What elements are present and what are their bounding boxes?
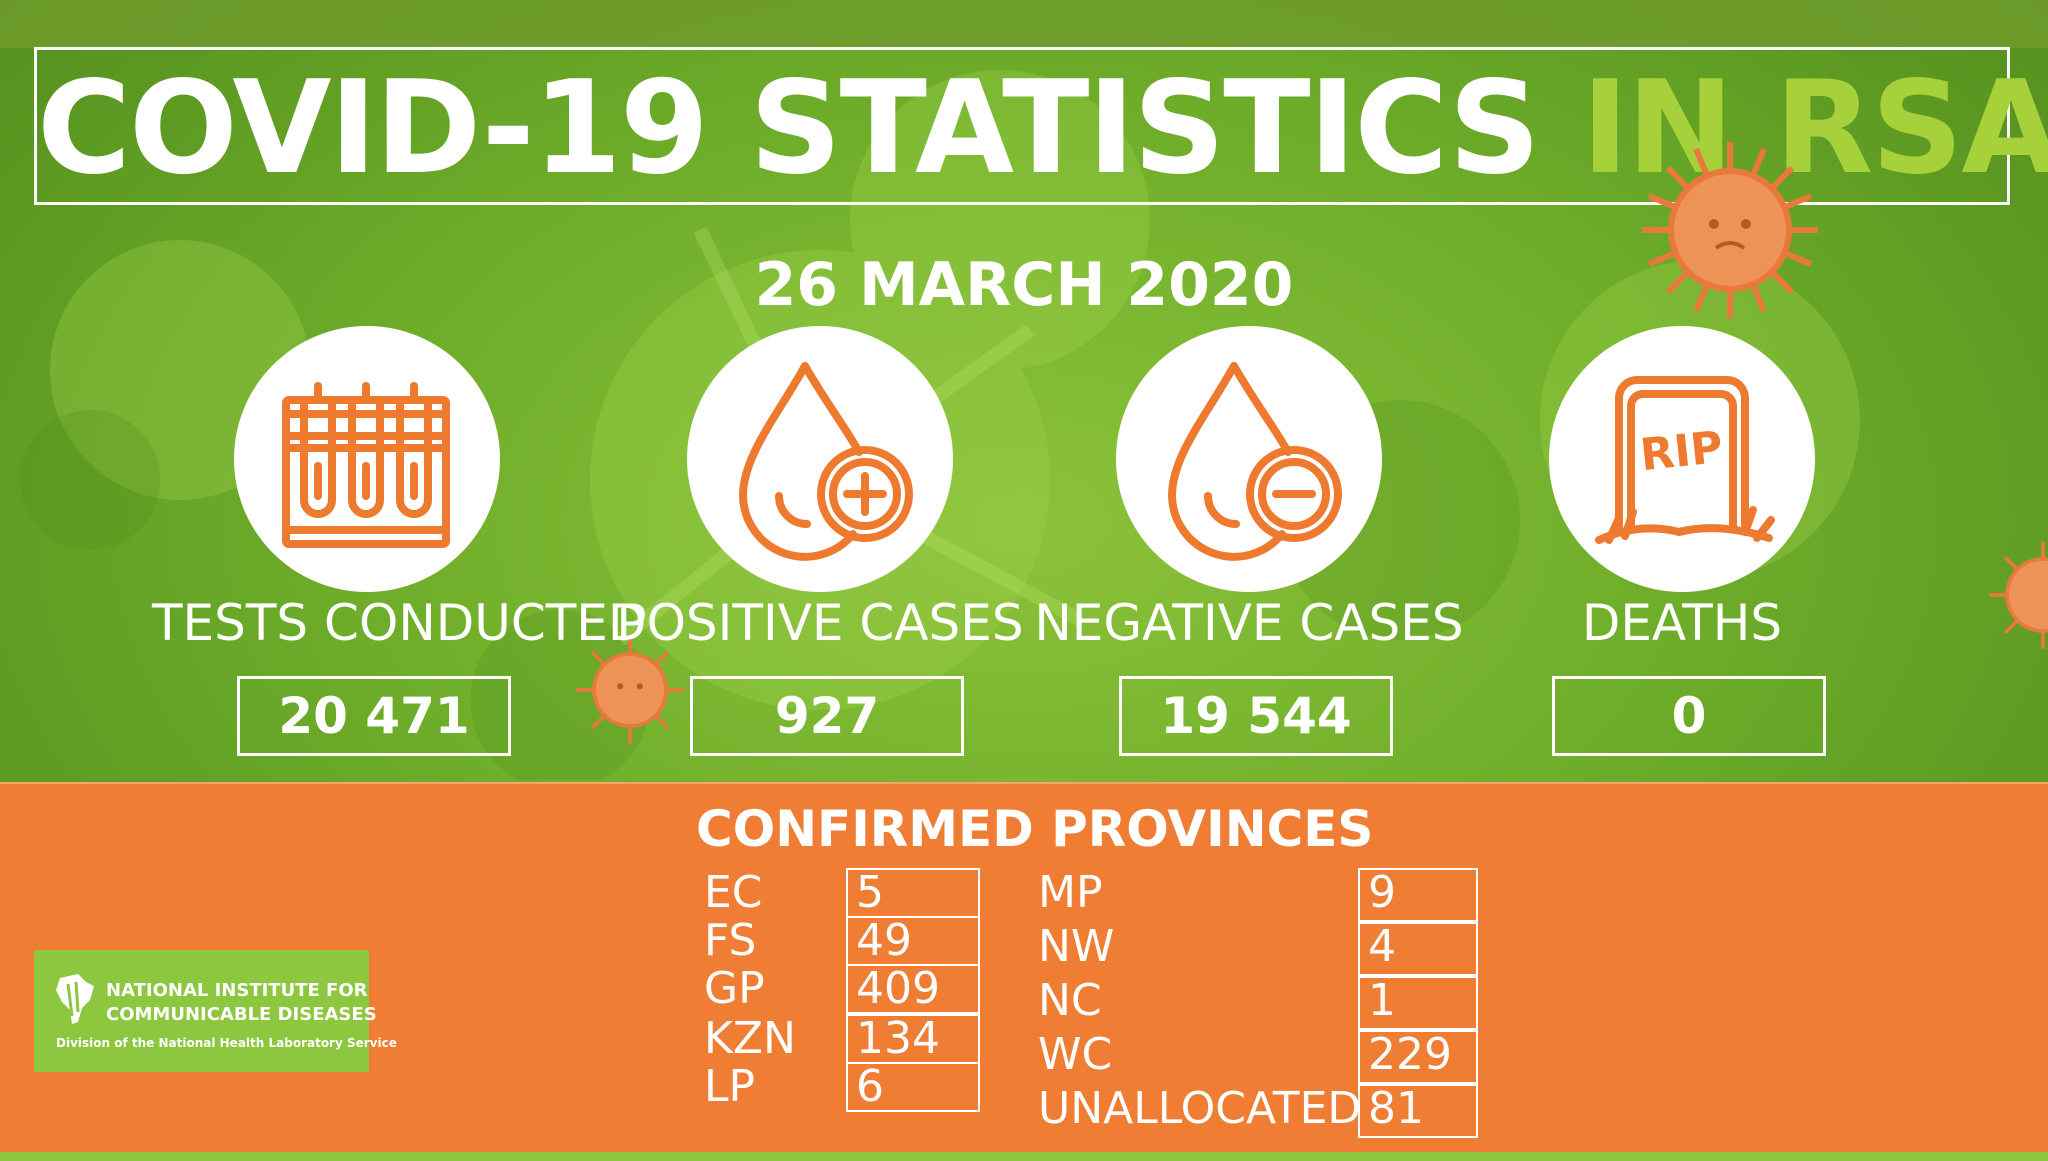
stat-icon-circle (234, 326, 500, 592)
province-count: 229 (1358, 1030, 1478, 1084)
stat-label: POSITIVE CASES (616, 594, 1024, 652)
stat-icon-circle (687, 326, 953, 592)
province-count: 409 (846, 964, 980, 1014)
logo-line-2: COMMUNICABLE DISEASES (106, 1004, 377, 1025)
province-name: WC (1038, 1029, 1113, 1080)
rip-tombstone-icon: RIP (1595, 376, 1775, 544)
stat-label: TESTS CONDUCTED (152, 594, 647, 652)
bottom-band (0, 1152, 2048, 1161)
province-name: KZN (704, 1013, 796, 1064)
logo-line-1: NATIONAL INSTITUTE FOR (106, 980, 368, 1001)
title-accent: IN RSA (1581, 54, 2048, 203)
province-name: GP (704, 963, 765, 1014)
logo-line-3: Division of the National Health Laborato… (56, 1036, 397, 1050)
province-count: 5 (846, 868, 980, 918)
provinces-title: CONFIRMED PROVINCES (696, 800, 1374, 858)
province-count: 9 (1358, 868, 1478, 922)
stat-value: 927 (690, 676, 964, 756)
province-count: 49 (846, 916, 980, 966)
province-name: MP (1038, 867, 1103, 918)
province-name: LP (704, 1061, 756, 1112)
virus-particle-icon (576, 636, 684, 744)
tombstone-text: RIP (1638, 422, 1725, 481)
report-date: 26 MARCH 2020 (754, 250, 1294, 320)
stat-label: DEATHS (1581, 594, 1783, 652)
virus-particle-icon (1642, 142, 1818, 318)
stat-icon-circle: RIP (1549, 326, 1815, 592)
province-count: 4 (1358, 922, 1478, 976)
province-count: 6 (846, 1062, 980, 1112)
nicd-logo: NATIONAL INSTITUTE FOR COMMUNICABLE DISE… (34, 950, 397, 1072)
stat-value: 0 (1552, 676, 1826, 756)
stat-label: NEGATIVE CASES (1034, 594, 1464, 652)
province-count: 1 (1358, 976, 1478, 1030)
blood-drop-minus-icon (1168, 362, 1342, 561)
africa-map-icon (56, 974, 94, 1024)
virus-particle-icon (1989, 541, 2048, 649)
province-name: NW (1038, 921, 1115, 972)
title-frame: COVID-19 STATISTICS IN RSA (34, 47, 2048, 205)
province-count: 134 (846, 1014, 980, 1064)
stat-icon-circle (1116, 326, 1382, 592)
test-tubes-icon (282, 382, 450, 548)
province-name: NC (1038, 975, 1102, 1026)
stat-value: 19 544 (1119, 676, 1393, 756)
blood-drop-plus-icon (739, 362, 913, 561)
page-title: COVID-19 STATISTICS IN RSA (37, 50, 2048, 203)
province-name: FS (704, 915, 757, 966)
province-count: 81 (1358, 1084, 1478, 1138)
province-name: EC (704, 867, 763, 918)
top-band (0, 0, 2048, 48)
province-name: UNALLOCATED (1038, 1083, 1362, 1134)
stat-value: 20 471 (237, 676, 511, 756)
